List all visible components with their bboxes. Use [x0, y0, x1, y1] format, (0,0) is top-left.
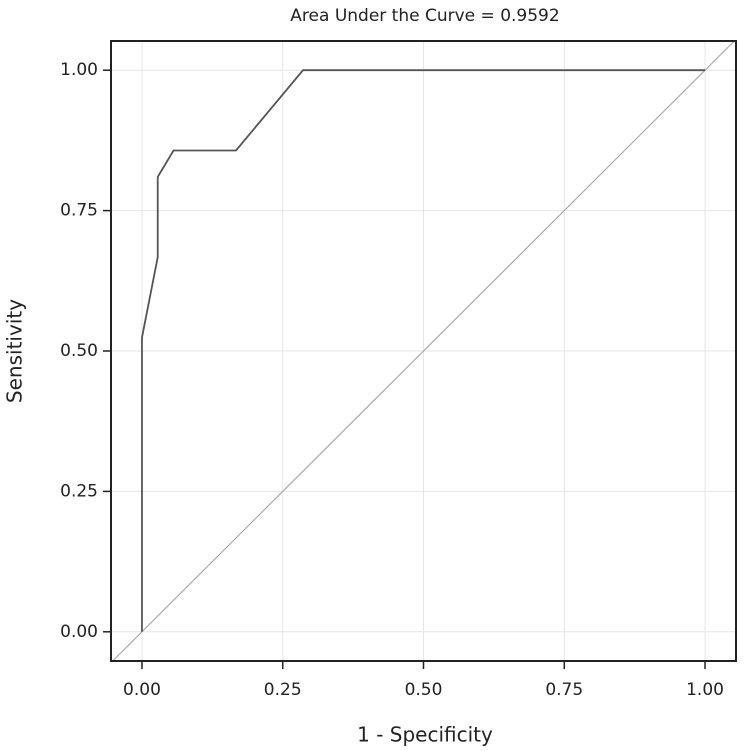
y-tick-label: 0.75 — [60, 201, 98, 221]
x-tick-label: 1.00 — [686, 680, 724, 700]
y-tick-label: 1.00 — [60, 60, 98, 80]
y-axis-label: Sensitivity — [3, 299, 27, 403]
reference-diagonal — [112, 40, 735, 662]
roc-curve — [141, 69, 706, 632]
y-tick-label: 0.25 — [60, 481, 98, 501]
x-axis-label: 1 - Specificity — [357, 723, 493, 747]
x-tick-label: 0.25 — [264, 680, 302, 700]
chart-title: Area Under the Curve = 0.9592 — [290, 6, 559, 26]
x-tick-label: 0.75 — [545, 680, 583, 700]
y-tick-label: 0.50 — [60, 341, 98, 361]
plot-frame — [110, 40, 737, 662]
x-tick-label: 0.00 — [123, 680, 161, 700]
x-tick-label: 0.50 — [405, 680, 443, 700]
y-tick-label: 0.00 — [60, 622, 98, 642]
